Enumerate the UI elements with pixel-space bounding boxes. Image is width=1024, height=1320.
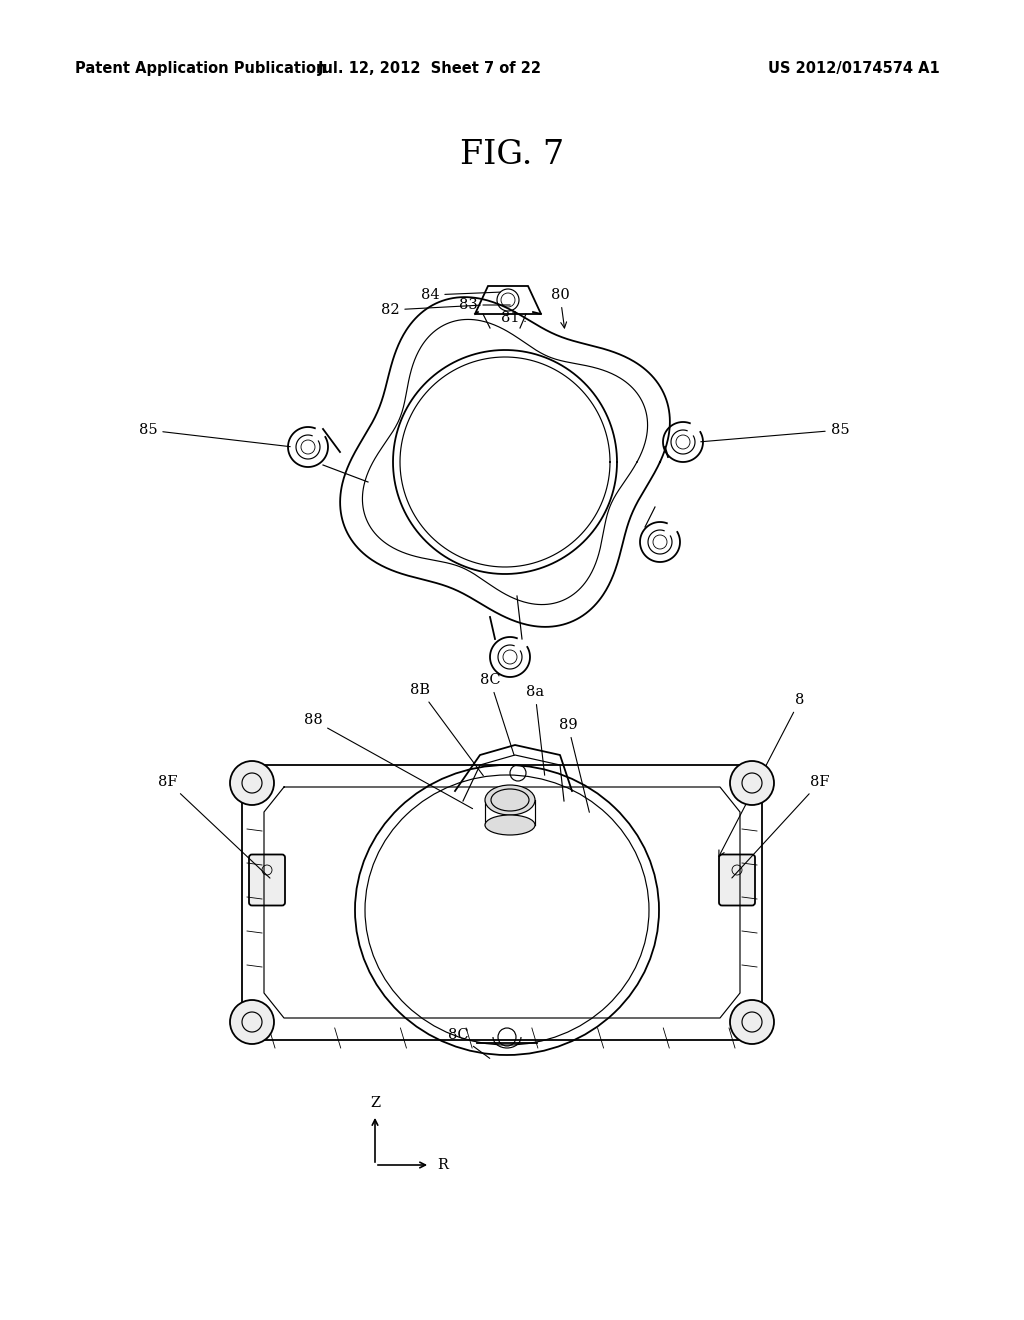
Text: 88: 88 <box>304 713 472 809</box>
Text: 8a: 8a <box>526 685 545 775</box>
Text: Z: Z <box>370 1096 380 1110</box>
Ellipse shape <box>485 785 535 814</box>
Text: FIG. 7: FIG. 7 <box>460 139 564 172</box>
Text: 8: 8 <box>719 693 805 857</box>
Circle shape <box>230 1001 274 1044</box>
Circle shape <box>730 1001 774 1044</box>
Text: 8F: 8F <box>732 775 829 878</box>
Text: 8B: 8B <box>410 682 483 776</box>
Text: 89: 89 <box>559 718 590 812</box>
Text: 83: 83 <box>459 298 510 312</box>
Text: 8F: 8F <box>159 775 270 878</box>
Text: R: R <box>437 1158 449 1172</box>
Text: Patent Application Publication: Patent Application Publication <box>75 61 327 75</box>
Text: 8C: 8C <box>447 1028 489 1059</box>
FancyBboxPatch shape <box>719 854 755 906</box>
Text: 85: 85 <box>138 422 290 446</box>
FancyBboxPatch shape <box>249 854 285 906</box>
Ellipse shape <box>485 814 535 836</box>
Text: 81: 81 <box>501 312 525 325</box>
Text: 8C: 8C <box>479 673 514 755</box>
Circle shape <box>730 762 774 805</box>
Text: Jul. 12, 2012  Sheet 7 of 22: Jul. 12, 2012 Sheet 7 of 22 <box>318 61 542 75</box>
Circle shape <box>230 762 274 805</box>
Text: 84: 84 <box>421 288 500 302</box>
Text: 82: 82 <box>381 304 480 317</box>
Text: 80: 80 <box>551 288 569 327</box>
Text: US 2012/0174574 A1: US 2012/0174574 A1 <box>768 61 940 75</box>
Text: 85: 85 <box>700 422 849 442</box>
